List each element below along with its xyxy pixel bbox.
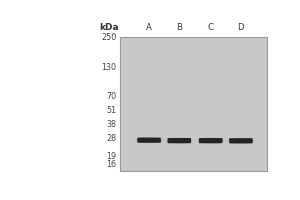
FancyBboxPatch shape [137, 138, 161, 143]
Text: 38: 38 [106, 120, 116, 129]
Text: 19: 19 [106, 152, 116, 161]
Text: C: C [208, 23, 214, 32]
Text: D: D [238, 23, 244, 32]
Text: B: B [176, 23, 182, 32]
Ellipse shape [197, 138, 224, 144]
Ellipse shape [136, 137, 162, 143]
Text: 51: 51 [106, 106, 116, 115]
Text: A: A [146, 23, 152, 32]
Text: 70: 70 [106, 92, 116, 101]
FancyBboxPatch shape [120, 37, 266, 171]
Text: 130: 130 [101, 63, 116, 72]
FancyBboxPatch shape [229, 138, 253, 143]
Ellipse shape [228, 138, 254, 144]
FancyBboxPatch shape [199, 138, 223, 143]
Text: kDa: kDa [99, 23, 119, 32]
Text: 16: 16 [106, 160, 116, 169]
Text: 250: 250 [101, 33, 116, 42]
Ellipse shape [166, 138, 193, 144]
Text: 28: 28 [106, 134, 116, 143]
FancyBboxPatch shape [168, 138, 191, 143]
